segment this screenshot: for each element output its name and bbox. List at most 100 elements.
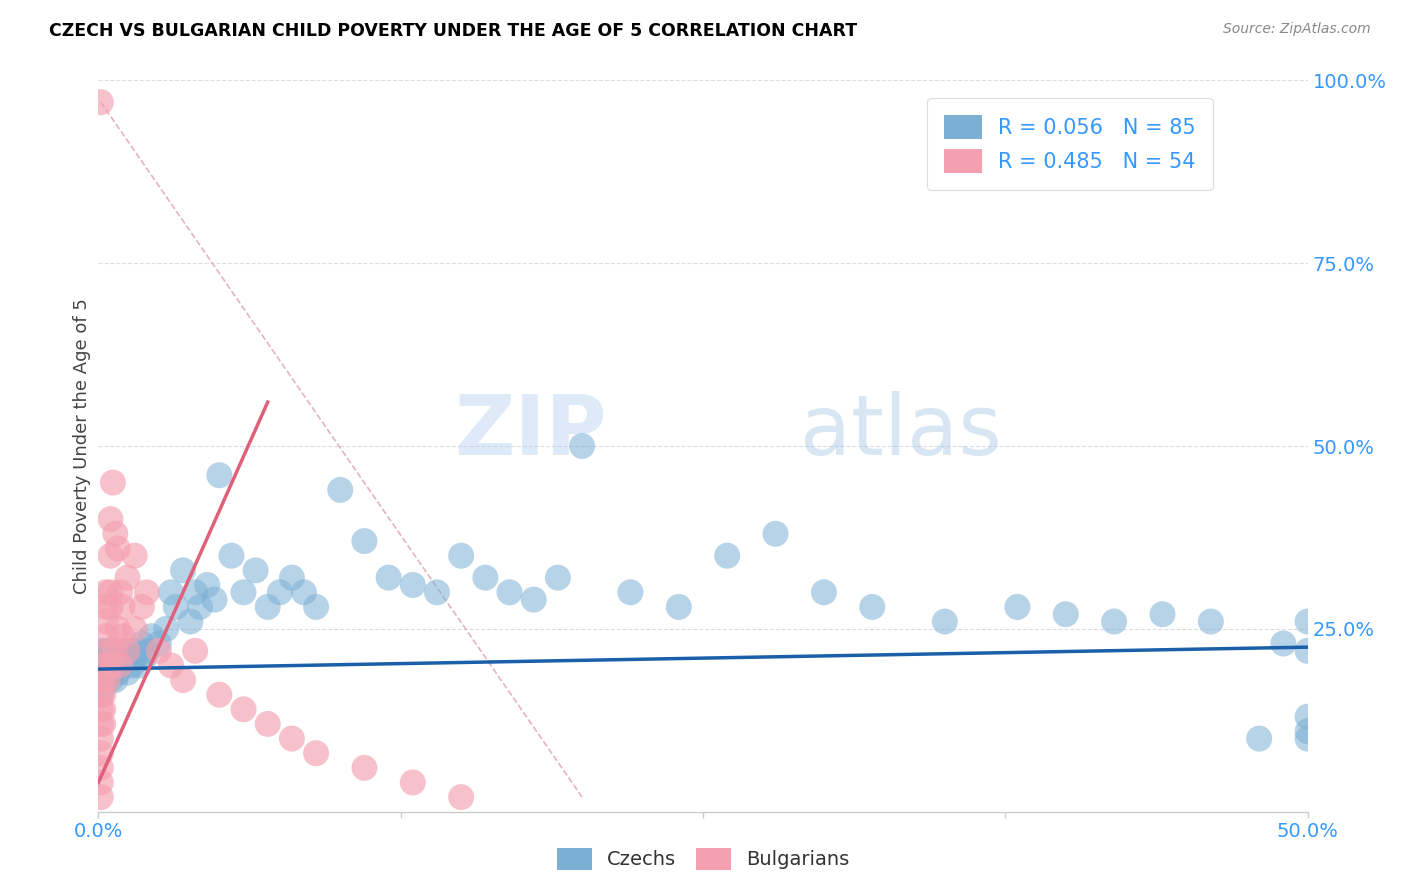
Point [111, 644, 134, 658]
Point [165, 599, 187, 614]
Point [90, 688, 112, 702]
Point [184, 585, 207, 599]
Point [329, 483, 352, 497]
Point [571, 439, 593, 453]
Point [90, 673, 112, 687]
Point [97, 673, 120, 687]
Point [208, 688, 231, 702]
Point [1296, 709, 1319, 723]
Point [117, 571, 139, 585]
Point [94, 658, 117, 673]
Point [148, 636, 170, 650]
Point [91, 717, 114, 731]
Point [1272, 636, 1295, 650]
Point [108, 658, 131, 673]
Point [94, 673, 117, 687]
Point [619, 585, 641, 599]
Point [523, 592, 546, 607]
Point [90, 644, 112, 658]
Point [90, 731, 112, 746]
Point [860, 599, 883, 614]
Point [91, 702, 114, 716]
Point [668, 599, 690, 614]
Point [94, 599, 117, 614]
Point [813, 585, 835, 599]
Point [90, 688, 112, 702]
Point [281, 571, 304, 585]
Point [204, 592, 226, 607]
Point [1152, 607, 1174, 622]
Point [90, 702, 112, 716]
Point [108, 585, 131, 599]
Point [107, 651, 129, 665]
Point [1199, 615, 1222, 629]
Point [934, 615, 956, 629]
Point [245, 563, 267, 577]
Point [1296, 615, 1319, 629]
Point [91, 658, 114, 673]
Point [1296, 731, 1319, 746]
Point [100, 549, 122, 563]
Point [101, 475, 124, 490]
Point [91, 673, 114, 687]
Point [1249, 731, 1271, 746]
Point [104, 673, 127, 687]
Point [1054, 607, 1077, 622]
Text: Source: ZipAtlas.com: Source: ZipAtlas.com [1223, 22, 1371, 37]
Point [100, 644, 122, 658]
Point [195, 578, 218, 592]
Point [111, 658, 134, 673]
Text: ZIP: ZIP [454, 391, 606, 472]
Point [104, 526, 127, 541]
Point [101, 651, 124, 665]
Point [160, 585, 183, 599]
Point [256, 717, 278, 731]
Point [104, 658, 127, 673]
Point [97, 651, 120, 665]
Point [121, 658, 143, 673]
Point [100, 512, 122, 526]
Point [269, 585, 291, 599]
Point [111, 629, 134, 643]
Point [474, 571, 496, 585]
Point [281, 731, 304, 746]
Point [402, 775, 425, 789]
Point [101, 658, 124, 673]
Point [91, 658, 114, 673]
Point [208, 468, 231, 483]
Point [353, 761, 375, 775]
Point [124, 622, 146, 636]
Point [107, 622, 129, 636]
Point [117, 644, 139, 658]
Point [90, 717, 112, 731]
Point [111, 599, 134, 614]
Point [134, 651, 156, 665]
Point [101, 665, 124, 680]
Point [1296, 644, 1319, 658]
Point [97, 665, 120, 680]
Point [172, 563, 194, 577]
Point [450, 549, 472, 563]
Point [292, 585, 315, 599]
Point [765, 526, 787, 541]
Point [377, 571, 399, 585]
Y-axis label: Child Poverty Under the Age of 5: Child Poverty Under the Age of 5 [73, 298, 91, 594]
Point [91, 665, 114, 680]
Point [179, 615, 201, 629]
Point [131, 599, 153, 614]
Point [135, 644, 157, 658]
Point [188, 599, 211, 614]
Point [90, 658, 112, 673]
Point [114, 651, 136, 665]
Point [305, 746, 328, 760]
Point [100, 673, 122, 687]
Point [104, 644, 127, 658]
Point [124, 549, 146, 563]
Point [90, 95, 112, 110]
Text: atlas: atlas [800, 391, 1001, 472]
Point [90, 790, 112, 805]
Legend: R = 0.056   N = 85, R = 0.485   N = 54: R = 0.056 N = 85, R = 0.485 N = 54 [928, 98, 1212, 190]
Point [90, 775, 112, 789]
Point [94, 644, 117, 658]
Point [716, 549, 738, 563]
